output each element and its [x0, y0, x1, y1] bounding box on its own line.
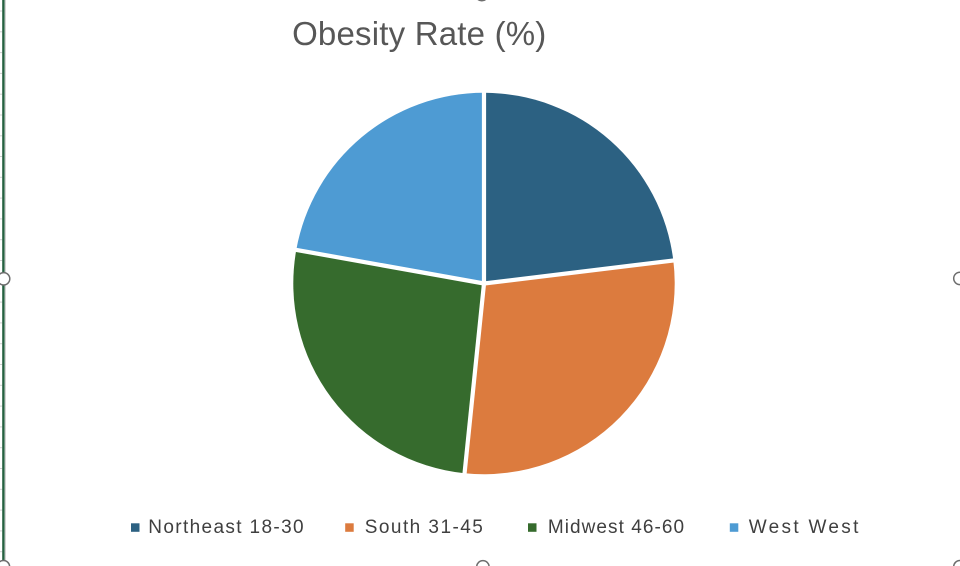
svg-text:South 31-45: South 31-45: [365, 517, 484, 538]
svg-text:Midwest 46-60: Midwest 46-60: [548, 517, 685, 538]
svg-text:West West: West West: [749, 517, 861, 538]
svg-text:Northeast 18-30: Northeast 18-30: [148, 517, 305, 538]
svg-text:Obesity Rate (%): Obesity Rate (%): [292, 15, 546, 52]
